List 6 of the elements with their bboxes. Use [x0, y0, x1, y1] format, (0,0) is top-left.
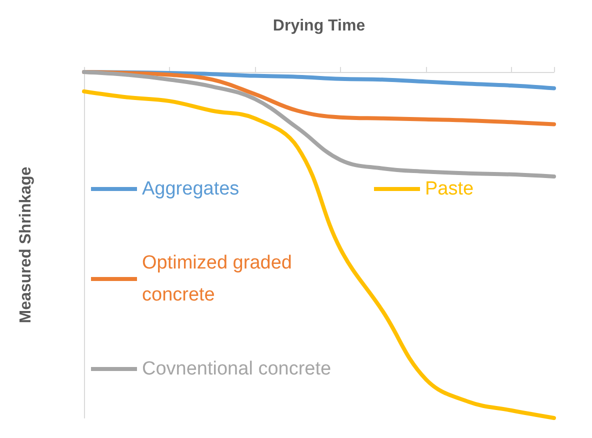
- legend-label: Optimized graded concrete: [142, 252, 298, 306]
- y-axis-title: Measured Shrinkage: [18, 166, 34, 324]
- legend-label: Aggregates: [142, 178, 240, 200]
- x-axis-title: Drying Time: [272, 18, 366, 34]
- legend-label: Paste: [425, 178, 474, 200]
- legend-label: Covnentional concrete: [142, 358, 332, 380]
